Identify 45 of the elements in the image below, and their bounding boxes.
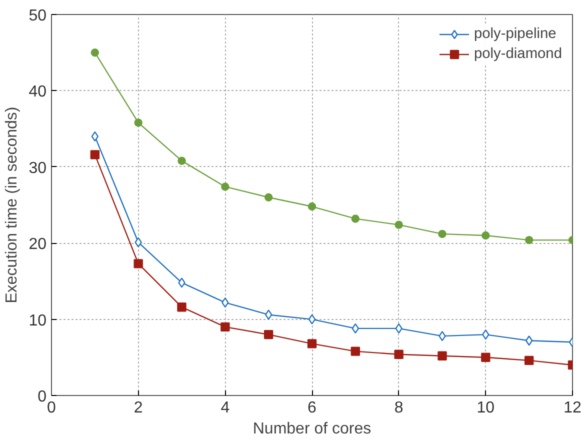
point: [90, 150, 100, 160]
point: [350, 346, 360, 356]
point: [91, 131, 99, 142]
point: [308, 202, 316, 211]
point: [524, 356, 534, 366]
point: [351, 214, 360, 223]
point: [307, 339, 317, 348]
legend-label: poly-diamond: [474, 46, 562, 62]
point: [438, 351, 447, 360]
x-tick-label: 2: [134, 400, 143, 416]
point: [438, 230, 446, 238]
point: [90, 48, 100, 57]
x-tick-label: 12: [564, 400, 582, 416]
point: [264, 330, 274, 340]
y-tick-label: 30: [28, 160, 47, 177]
y-tick-label: 40: [28, 84, 47, 101]
y-axis-title: Execution time (in seconds): [4, 106, 21, 304]
point: [221, 182, 230, 191]
point: [178, 278, 186, 288]
point: [525, 336, 533, 346]
point: [134, 118, 142, 127]
point: [524, 236, 534, 244]
x-axis-title: Number of cores: [252, 420, 372, 438]
point: [352, 323, 360, 334]
point: [134, 237, 142, 248]
y-tick-label: 10: [28, 312, 47, 330]
point: [394, 220, 403, 229]
point: [220, 322, 230, 332]
point: [308, 314, 316, 324]
y-tick-label: 50: [28, 8, 47, 24]
point: [394, 350, 404, 359]
point: [264, 310, 272, 320]
point: [481, 352, 490, 362]
point: [178, 156, 186, 165]
x-tick-label: 4: [220, 400, 230, 416]
x-tick-label: 8: [394, 400, 404, 416]
point: [482, 231, 490, 240]
y-tick-label: 0: [38, 388, 47, 406]
legend-label: poly-pipeline: [474, 26, 556, 42]
point: [177, 302, 186, 312]
x-tick-label: 6: [308, 400, 317, 416]
x-tick-label: 10: [476, 400, 495, 416]
y-tick-label: 20: [28, 236, 47, 254]
point: [264, 193, 273, 202]
point: [134, 259, 143, 268]
